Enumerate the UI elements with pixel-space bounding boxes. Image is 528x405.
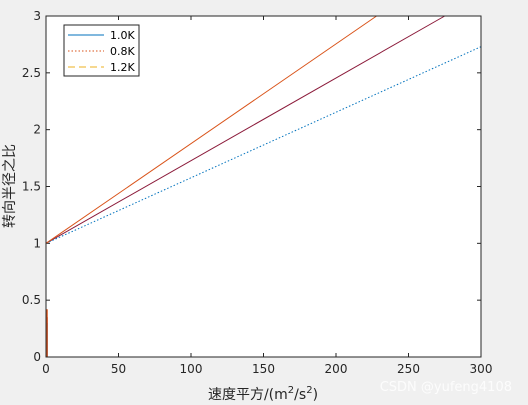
legend-label-1.2K: 1.2K (110, 61, 135, 74)
watermark: CSDN @yufeng4108 (380, 380, 512, 395)
y-tick-label: 1 (33, 236, 41, 250)
legend: 1.0K 0.8K 1.2K (63, 24, 140, 77)
x-axis-label: 速度平方/(m2/s2) (208, 385, 318, 403)
x-tick-label: 250 (397, 362, 420, 376)
legend-label-1.0K: 1.0K (110, 29, 135, 42)
y-tick-label: 1.5 (22, 180, 41, 194)
legend-label-0.8K: 0.8K (110, 45, 135, 58)
x-tick-label: 200 (325, 362, 348, 376)
series-line-1.2K (45, 15, 377, 244)
y-tick-label: 0 (33, 350, 41, 364)
x-tick-label: 0 (42, 362, 50, 376)
x-tick-label: 150 (252, 362, 275, 376)
x-tick-label: 300 (470, 362, 493, 376)
series-line-0.8K (45, 46, 482, 244)
x-tick-label: 100 (180, 362, 203, 376)
x-tick-label: 50 (111, 362, 126, 376)
plot-frame (45, 15, 482, 358)
y-axis-label: 转向半径之比 (2, 144, 18, 228)
y-tick-label: 3 (33, 9, 41, 23)
series-lines (45, 15, 482, 357)
series-line-1.0K (45, 15, 445, 244)
axis-ticks: 0 50 100 150 200 250 300 0 0.5 1 1.5 2 2.5 3 (22, 9, 493, 376)
y-tick-label: 2 (33, 123, 41, 137)
y-tick-label: 0.5 (22, 293, 41, 307)
y-tick-label: 2.5 (22, 66, 41, 80)
